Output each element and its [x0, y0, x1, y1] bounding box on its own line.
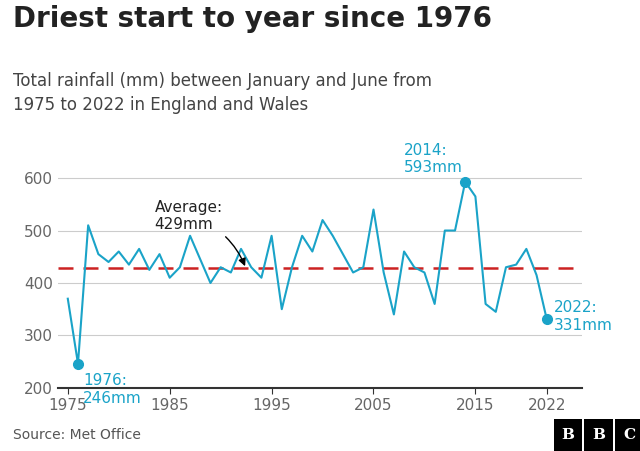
Text: Driest start to year since 1976: Driest start to year since 1976 [13, 5, 492, 32]
Text: 2022:
331mm: 2022: 331mm [554, 300, 612, 333]
Text: Source: Met Office: Source: Met Office [13, 428, 141, 442]
Text: C: C [623, 428, 636, 442]
Text: B: B [561, 428, 575, 442]
Text: 1976:
246mm: 1976: 246mm [83, 373, 142, 405]
Text: 2014:
593mm: 2014: 593mm [404, 143, 463, 175]
Text: Average:
429mm: Average: 429mm [154, 200, 245, 265]
Text: Total rainfall (mm) between January and June from
1975 to 2022 in England and Wa: Total rainfall (mm) between January and … [13, 72, 432, 114]
Text: B: B [592, 428, 605, 442]
